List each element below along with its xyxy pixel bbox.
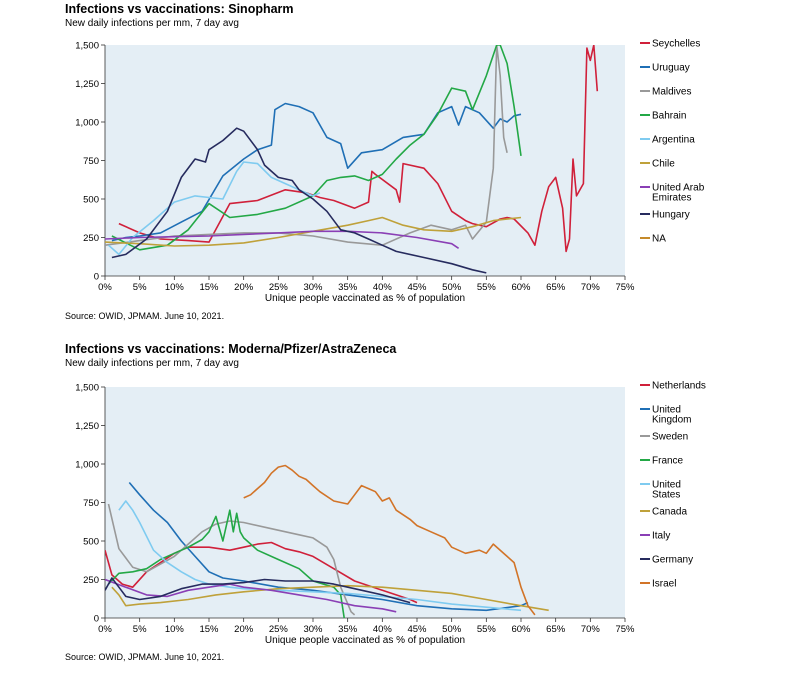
x-tick-label: 10%	[165, 624, 185, 635]
x-tick-label: 10%	[165, 282, 185, 293]
x-axis-label: Unique people vaccinated as % of populat…	[265, 293, 465, 304]
sinopharm-panel: Infections vs vaccinations: Sinopharm Ne…	[0, 0, 800, 330]
legend-label-united-arab-emirates: United Arab Emirates	[652, 183, 705, 204]
x-tick-label: 60%	[511, 282, 531, 293]
y-tick-label: 1,250	[75, 421, 99, 432]
series-line-seychelles	[118, 45, 599, 253]
mrna-vector-chart: 0 250 500 750 1,000 1,250 1,500 0% 5% 10% 15% 20% 25…	[75, 381, 706, 647]
series-line-sweden	[107, 503, 356, 616]
x-tick-label: 30%	[303, 282, 323, 293]
x-tick-label: 65%	[546, 282, 566, 293]
legend-label-seychelles: Seychelles	[652, 39, 700, 50]
x-tick-label: 15%	[199, 282, 219, 293]
x-tick-label: 25%	[269, 624, 289, 635]
sinopharm-chart: 0 250 500 750 1,000 1,250 1,500 0% 5% 10% 15% 20% 25…	[75, 39, 705, 305]
legend-label-hungary: Hungary	[652, 210, 690, 221]
series-line-italy	[105, 578, 397, 613]
y-tick-label: 250	[83, 575, 99, 586]
x-tick-label: 35%	[338, 624, 358, 635]
series-group	[105, 45, 599, 274]
x-tick-label: 50%	[442, 624, 462, 635]
chart-title: Infections vs vaccinations: Sinopharm	[65, 2, 294, 16]
x-tick-label: 5%	[133, 282, 147, 293]
x-tick-label: 55%	[477, 282, 497, 293]
y-tick-label: 1,000	[75, 118, 99, 129]
legend-label-canada: Canada	[652, 507, 687, 518]
x-tick-label: 15%	[199, 624, 219, 635]
legend-label-na: NA	[652, 234, 666, 245]
series-line-chile	[105, 216, 522, 247]
x-tick-label: 35%	[338, 282, 358, 293]
series-line-netherlands	[105, 541, 418, 604]
x-tick-label: 0%	[98, 282, 112, 293]
legend-label-israel: Israel	[652, 579, 676, 590]
y-tick-label: 500	[83, 195, 99, 206]
legend-label-united-states: United States	[652, 480, 681, 501]
y-tick-label: 500	[83, 537, 99, 548]
chart-source: Source: OWID, JPMAM. June 10, 2021.	[65, 311, 225, 321]
y-tick-label: 0	[94, 272, 99, 283]
x-tick-label: 40%	[373, 282, 393, 293]
x-tick-label: 30%	[303, 624, 323, 635]
y-tick-label: 0	[94, 614, 99, 625]
series-line-bahrain	[111, 45, 522, 251]
x-tick-label: 50%	[442, 282, 462, 293]
chart-subtitle: New daily infections per mm, 7 day avg	[65, 18, 239, 29]
legend-label-sweden: Sweden	[652, 432, 688, 443]
series-line-united-arab-emirates	[105, 230, 460, 249]
series-line-hungary	[111, 127, 487, 274]
y-tick-label: 1,250	[75, 79, 99, 90]
y-tick-label: 250	[83, 233, 99, 244]
x-tick-label: 70%	[581, 282, 601, 293]
x-tick-label: 45%	[407, 624, 427, 635]
series-line-canada	[111, 584, 549, 612]
x-tick-label: 70%	[581, 624, 601, 635]
x-tick-label: 65%	[546, 624, 566, 635]
legend-label-maldives: Maldives	[652, 87, 691, 98]
x-tick-label: 25%	[269, 282, 289, 293]
legend-label-germany: Germany	[652, 555, 693, 566]
plot-area	[105, 45, 625, 276]
legend-label-uruguay: Uruguay	[652, 63, 690, 74]
y-tick-label: 1,500	[75, 383, 99, 394]
y-tick-label: 1,000	[75, 460, 99, 471]
x-tick-label: 0%	[98, 624, 112, 635]
moderna-pfizer-astrazeneca-panel: Infections vs vaccinations: Moderna/Pfiz…	[0, 338, 800, 668]
x-tick-label: 20%	[234, 282, 254, 293]
x-tick-label: 75%	[615, 624, 635, 635]
y-tick-label: 750	[83, 156, 99, 167]
plot-area	[105, 387, 625, 618]
x-tick-label: 75%	[615, 282, 635, 293]
x-tick-label: 55%	[477, 624, 497, 635]
x-tick-label: 20%	[234, 624, 254, 635]
legend-label-bahrain: Bahrain	[652, 111, 686, 122]
series-line-france	[107, 509, 345, 618]
legend-label-united-kingdom: United Kingdom	[652, 405, 691, 426]
legend-label-italy: Italy	[652, 531, 670, 542]
chart-source: Source: OWID, JPMAM. June 10, 2021.	[65, 652, 225, 662]
legend-label-netherlands: Netherlands	[652, 381, 706, 392]
legend-label-argentina: Argentina	[652, 135, 695, 146]
series-line-argentina	[107, 161, 321, 256]
y-tick-label: 1,500	[75, 41, 99, 52]
series-line-germany	[105, 577, 411, 604]
x-tick-label: 40%	[373, 624, 393, 635]
x-tick-label: 5%	[133, 624, 147, 635]
series-group	[105, 464, 549, 618]
series-line-united-states	[118, 500, 522, 612]
series-line-united-kingdom	[128, 481, 529, 612]
series-line-israel	[243, 464, 536, 616]
x-tick-label: 60%	[511, 624, 531, 635]
chart-subtitle: New daily infections per mm, 7 day avg	[65, 358, 239, 369]
x-axis-label: Unique people vaccinated as % of populat…	[265, 635, 465, 646]
y-tick-label: 750	[83, 498, 99, 509]
x-tick-label: 45%	[407, 282, 427, 293]
chart-title: Infections vs vaccinations: Moderna/Pfiz…	[65, 342, 397, 356]
legend-label-chile: Chile	[652, 159, 675, 170]
legend-label-france: France	[652, 456, 684, 467]
